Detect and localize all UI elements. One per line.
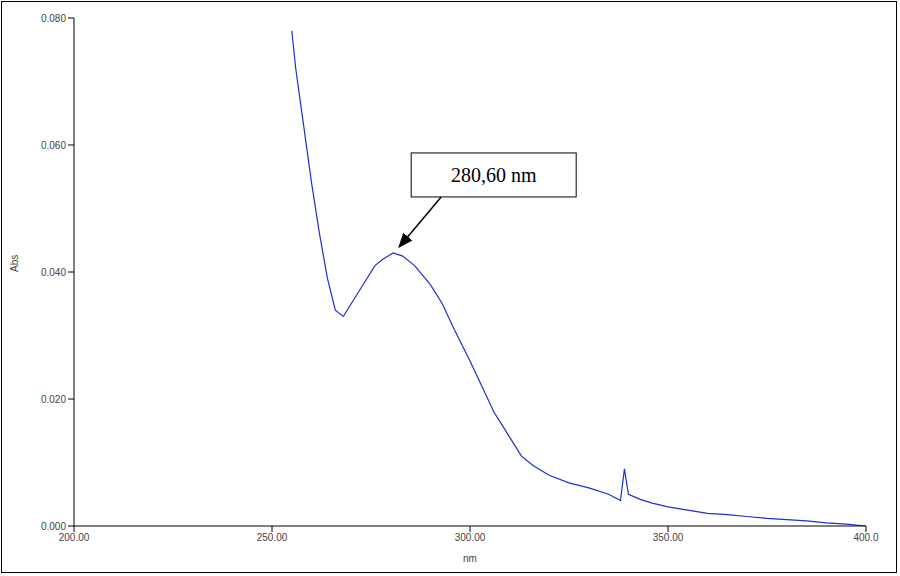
svg-text:350.00: 350.00 (653, 532, 684, 543)
svg-text:Abs: Abs (9, 255, 20, 272)
svg-text:0.000: 0.000 (41, 521, 66, 532)
svg-text:250.00: 250.00 (257, 532, 288, 543)
svg-text:0.020: 0.020 (41, 394, 66, 405)
svg-text:280,60 nm: 280,60 nm (451, 164, 537, 186)
svg-text:0.060: 0.060 (41, 140, 66, 151)
svg-text:400.0: 400.0 (853, 532, 878, 543)
svg-text:200.00: 200.00 (59, 532, 90, 543)
svg-text:0.040: 0.040 (41, 267, 66, 278)
svg-text:300.00: 300.00 (455, 532, 486, 543)
svg-text:0.080: 0.080 (41, 13, 66, 24)
svg-text:nm: nm (463, 553, 477, 564)
